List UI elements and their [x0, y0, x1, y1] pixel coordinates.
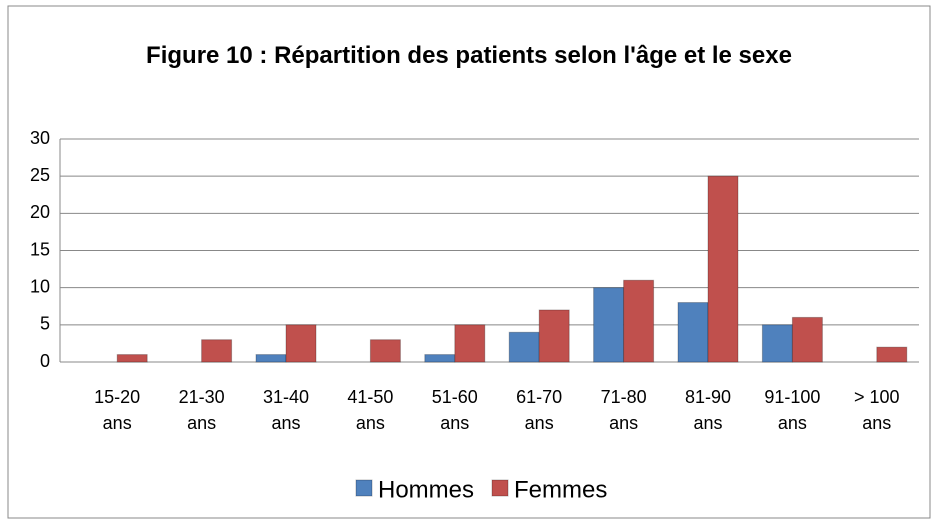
legend-swatch — [355, 479, 373, 497]
x-tick-label: 15-20 ans — [94, 387, 141, 433]
x-tick-label: 71-80 ans — [600, 387, 647, 433]
bar — [508, 331, 540, 363]
x-tick-label: 21-30 ans — [178, 387, 225, 433]
y-tick-label: 5 — [40, 314, 50, 334]
y-tick-label: 20 — [30, 202, 50, 222]
bar — [593, 287, 625, 363]
x-tick-label: 31-40 ans — [262, 387, 310, 433]
bar — [761, 324, 793, 363]
bar — [255, 354, 287, 363]
x-tick-label: > 100 ans — [854, 387, 900, 433]
y-tick-label: 0 — [40, 351, 50, 371]
chart-frame — [7, 5, 931, 519]
bar — [707, 175, 739, 363]
bar — [369, 339, 401, 363]
bar — [201, 339, 233, 363]
chart-title: Figure 10 : Répartition des patients sel… — [146, 42, 792, 69]
bar — [424, 354, 456, 363]
y-tick-label: 10 — [30, 276, 50, 296]
bar — [623, 279, 655, 363]
x-tick-label: 81-90 ans — [684, 387, 732, 433]
bar — [538, 309, 570, 363]
bar — [791, 316, 823, 363]
bar — [454, 324, 486, 363]
y-tick-label: 15 — [30, 239, 50, 259]
legend-swatch — [491, 479, 509, 497]
bar — [116, 354, 148, 363]
bar — [677, 302, 709, 363]
y-tick-label: 25 — [30, 165, 50, 185]
legend-label: Hommes — [378, 476, 474, 503]
bar — [876, 346, 908, 363]
x-tick-label: 41-50 ans — [347, 387, 394, 433]
bar — [285, 324, 317, 363]
x-tick-label: 91-100 ans — [764, 387, 821, 433]
x-tick-label: 51-60 ans — [431, 387, 478, 433]
x-tick-label: 61-70 ans — [516, 387, 563, 433]
y-tick-label: 30 — [30, 128, 50, 148]
legend-label: Femmes — [514, 476, 607, 503]
